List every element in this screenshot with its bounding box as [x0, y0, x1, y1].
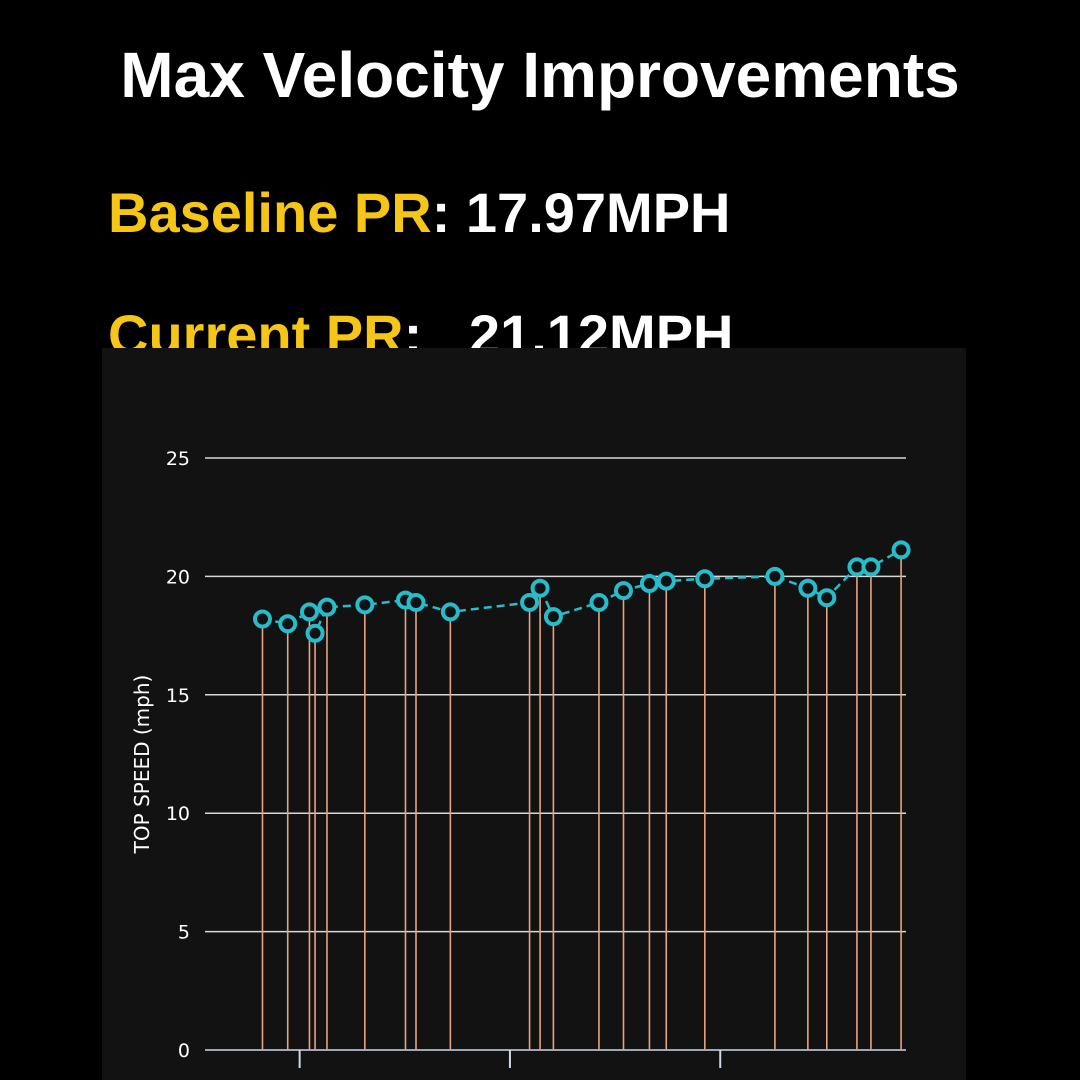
top-speed-chart: 0 5 10 15 20 25 TOP SPEED (mph): [130, 448, 911, 1068]
baseline-pr-stat: Baseline PR: 17.97MPH: [108, 180, 731, 245]
data-point: [765, 566, 785, 586]
baseline-pr-label: Baseline PR: [108, 181, 432, 244]
data-point: [695, 569, 715, 589]
data-point: [817, 588, 837, 608]
y-tick-label: 0: [178, 1040, 190, 1062]
data-point: [440, 602, 460, 622]
data-point: [798, 578, 818, 598]
y-tick-label: 20: [166, 566, 190, 588]
y-tick-label: 5: [178, 922, 190, 944]
data-point: [543, 607, 563, 627]
data-point: [639, 574, 659, 594]
data-point: [656, 571, 676, 591]
data-point: [520, 592, 540, 612]
baseline-pr-value: : 17.97MPH: [431, 181, 731, 244]
data-point: [530, 578, 550, 598]
data-point: [891, 540, 911, 560]
data-point: [252, 609, 272, 629]
y-tick-label: 10: [166, 803, 190, 825]
data-point: [613, 581, 633, 601]
data-point: [406, 592, 426, 612]
chart-panel: 0 5 10 15 20 25 TOP SPEED (mph): [102, 348, 966, 1080]
page-title: Max Velocity Improvements: [120, 39, 960, 111]
data-point: [299, 602, 319, 622]
data-point: [305, 623, 325, 643]
y-tick-label: 25: [166, 448, 190, 470]
data-point: [861, 557, 881, 577]
data-point: [355, 595, 375, 615]
data-point: [278, 614, 298, 634]
data-point: [317, 597, 337, 617]
y-axis-label: TOP SPEED (mph): [130, 675, 154, 855]
data-point: [589, 592, 609, 612]
y-tick-label: 15: [166, 685, 190, 707]
